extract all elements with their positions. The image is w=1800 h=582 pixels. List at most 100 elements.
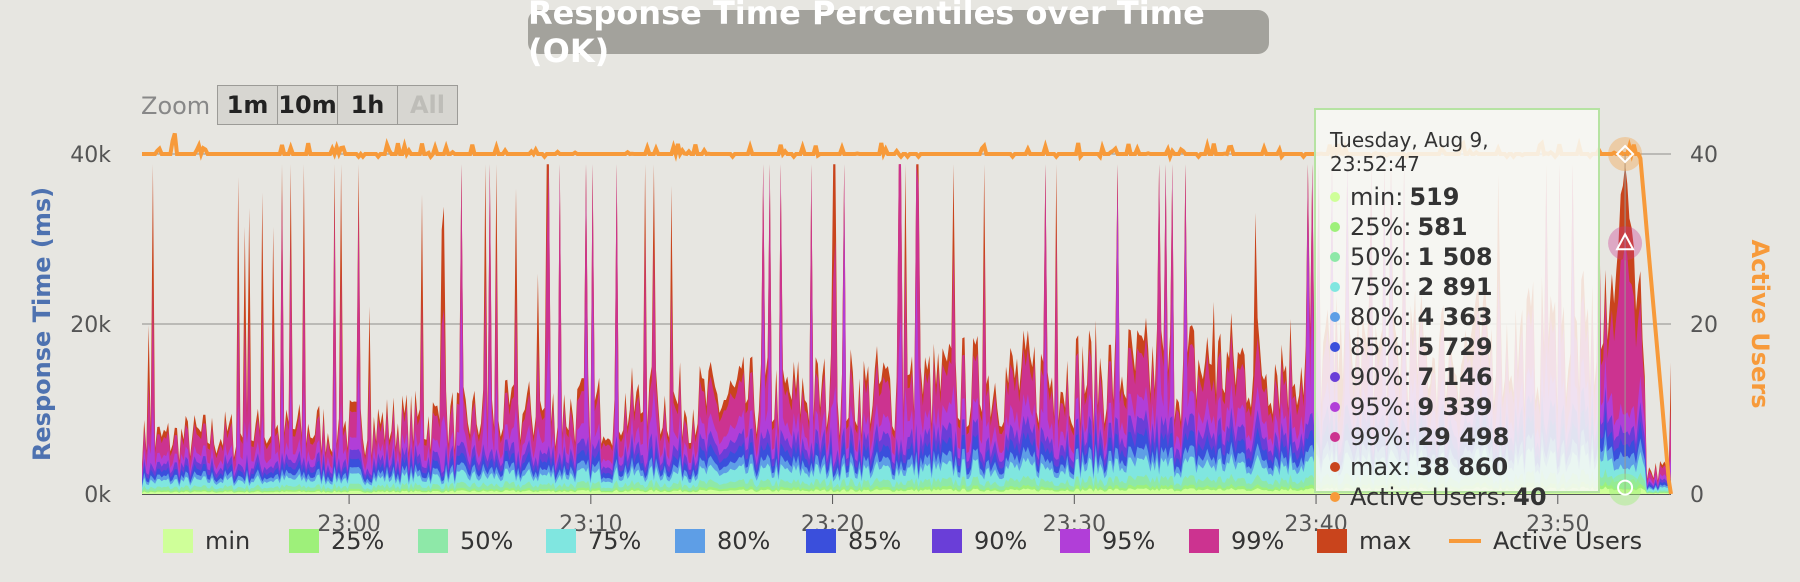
tooltip-value: 29 498 bbox=[1417, 423, 1510, 451]
legend-label: 80% bbox=[717, 527, 771, 555]
legend-swatch-icon bbox=[289, 529, 319, 553]
legend-label: min bbox=[205, 527, 251, 555]
tooltip-row: 90%: 7 146 bbox=[1330, 362, 1584, 392]
legend-label: max bbox=[1359, 527, 1412, 555]
zoom-all-button[interactable]: All bbox=[397, 85, 458, 125]
series-dot-icon bbox=[1330, 492, 1340, 502]
legend-swatch-icon bbox=[546, 529, 576, 553]
series-dot-icon bbox=[1330, 432, 1340, 442]
legend-label: 85% bbox=[848, 527, 902, 555]
y-axis-title: Response Time (ms) bbox=[28, 187, 56, 461]
diamond-marker-icon bbox=[1615, 144, 1635, 164]
tooltip-label: 95%: bbox=[1350, 393, 1412, 421]
legend-swatch-icon bbox=[932, 529, 962, 553]
y2-tick-label: 0 bbox=[1690, 483, 1704, 508]
chart-legend: min 25% 50% 75% 80% 85% 90% 95% 99% max Active Use… bbox=[0, 522, 1800, 562]
triangle-marker-icon bbox=[1615, 232, 1635, 251]
legend-label: 50% bbox=[460, 527, 514, 555]
legend-item[interactable]: 85% bbox=[806, 522, 901, 560]
circle-marker-icon bbox=[1617, 479, 1634, 496]
legend-swatch-icon bbox=[163, 529, 193, 553]
p99-halo bbox=[1608, 226, 1643, 261]
tooltip-label: 25%: bbox=[1350, 213, 1412, 241]
tooltip-row: 85%: 5 729 bbox=[1330, 332, 1584, 362]
series-dot-icon bbox=[1330, 282, 1340, 292]
tooltip-value: 9 339 bbox=[1417, 393, 1493, 421]
series-area-min bbox=[142, 486, 1671, 494]
tooltip-label: 50%: bbox=[1350, 243, 1412, 271]
tooltip-row: Active Users: 40 bbox=[1330, 482, 1584, 512]
legend-item[interactable]: 90% bbox=[932, 522, 1027, 560]
legend-item[interactable]: 95% bbox=[1060, 522, 1155, 560]
tooltip-value: 7 146 bbox=[1417, 363, 1493, 391]
tooltip-row: 95%: 9 339 bbox=[1330, 392, 1584, 422]
legend-item[interactable]: 50% bbox=[418, 522, 513, 560]
tooltip-value: 40 bbox=[1513, 483, 1547, 511]
tooltip-value: 5 729 bbox=[1417, 333, 1493, 361]
tooltip-row: 50%: 1 508 bbox=[1330, 242, 1584, 272]
min-halo bbox=[1609, 473, 1642, 506]
tooltip-row: 75%: 2 891 bbox=[1330, 272, 1584, 302]
legend-swatch-icon bbox=[1189, 529, 1219, 553]
series-area-75pct bbox=[142, 444, 1671, 494]
tooltip-value: 38 860 bbox=[1416, 453, 1509, 481]
legend-item[interactable]: 80% bbox=[675, 522, 770, 560]
tooltip-row: max: 38 860 bbox=[1330, 452, 1584, 482]
legend-item[interactable]: min bbox=[163, 522, 250, 560]
tooltip-label: 85%: bbox=[1350, 333, 1412, 361]
legend-item[interactable]: max bbox=[1317, 522, 1411, 560]
tooltip-row: min: 519 bbox=[1330, 182, 1584, 212]
tooltip-value: 519 bbox=[1409, 183, 1460, 211]
series-dot-icon bbox=[1330, 342, 1340, 352]
tooltip-value: 1 508 bbox=[1417, 243, 1493, 271]
series-dot-icon bbox=[1330, 312, 1340, 322]
legend-swatch-icon bbox=[675, 529, 705, 553]
tooltip-label: 80%: bbox=[1350, 303, 1412, 331]
legend-item[interactable]: 75% bbox=[546, 522, 641, 560]
tooltip-label: 90%: bbox=[1350, 363, 1412, 391]
series-dot-icon bbox=[1330, 252, 1340, 262]
legend-swatch-icon bbox=[1060, 529, 1090, 553]
x-tick-label: 23:00 bbox=[317, 512, 380, 537]
legend-swatch-icon bbox=[806, 529, 836, 553]
tooltip-label: 99%: bbox=[1350, 423, 1412, 451]
y2-axis-title: Active Users bbox=[1746, 240, 1774, 409]
chart-tooltip: Tuesday, Aug 9, 23:52:47 min: 519 25%: 581 5… bbox=[1314, 108, 1600, 511]
tooltip-label: min: bbox=[1350, 183, 1404, 211]
tooltip-label: 75%: bbox=[1350, 273, 1412, 301]
zoom-label: Zoom bbox=[141, 92, 211, 120]
legend-label: 99% bbox=[1231, 527, 1285, 555]
tooltip-row: 99%: 29 498 bbox=[1330, 422, 1584, 452]
legend-item[interactable]: Active Users bbox=[1449, 522, 1642, 560]
tooltip-row: 80%: 4 363 bbox=[1330, 302, 1584, 332]
legend-item[interactable]: 99% bbox=[1189, 522, 1284, 560]
legend-swatch-icon bbox=[418, 529, 448, 553]
tooltip-value: 2 891 bbox=[1417, 273, 1493, 301]
series-dot-icon bbox=[1330, 372, 1340, 382]
x-tick-label: 23:50 bbox=[1526, 512, 1589, 537]
tooltip-value: 4 363 bbox=[1417, 303, 1493, 331]
legend-label: Active Users bbox=[1493, 527, 1643, 555]
tooltip-value: 581 bbox=[1417, 213, 1468, 241]
legend-item[interactable]: 25% bbox=[289, 522, 384, 560]
series-area-50pct bbox=[142, 469, 1671, 494]
tooltip-row: 25%: 581 bbox=[1330, 212, 1584, 242]
zoom-1m-button[interactable]: 1m bbox=[217, 85, 278, 125]
series-dot-icon bbox=[1330, 462, 1340, 472]
hover-markers bbox=[1608, 137, 1643, 506]
y-tick-label: 20k bbox=[70, 313, 111, 338]
tooltip-rows: min: 519 25%: 581 50%: 1 508 75%: 2 891 80%: 4 36… bbox=[1330, 182, 1584, 512]
active-users-halo bbox=[1608, 137, 1643, 171]
legend-swatch-icon bbox=[1317, 529, 1347, 553]
series-area-99pct bbox=[142, 164, 1671, 494]
tooltip-timestamp: Tuesday, Aug 9, 23:52:47 bbox=[1330, 128, 1489, 176]
legend-label: 95% bbox=[1102, 527, 1156, 555]
legend-label: 90% bbox=[974, 527, 1028, 555]
y-tick-label: 0k bbox=[84, 483, 111, 508]
tooltip-label: max: bbox=[1350, 453, 1411, 481]
series-dot-icon bbox=[1330, 222, 1340, 232]
y-tick-label: 40k bbox=[70, 143, 111, 168]
y2-tick-label: 20 bbox=[1690, 313, 1718, 338]
y2-tick-label: 40 bbox=[1690, 143, 1718, 168]
